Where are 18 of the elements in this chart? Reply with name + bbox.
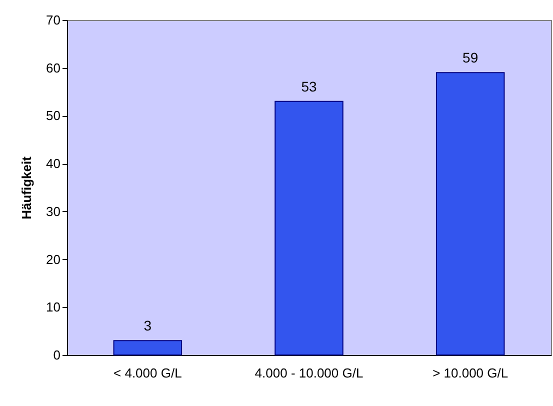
y-tick-label: 0	[53, 348, 60, 362]
data-label: 53	[301, 78, 317, 94]
x-tick-label: < 4.000 G/L	[114, 366, 182, 380]
bar	[436, 72, 505, 356]
bar	[274, 100, 344, 356]
y-tick-label: 10	[46, 300, 60, 315]
y-tick-label: 70	[46, 12, 60, 28]
data-label: 59	[462, 50, 478, 66]
y-tick-label: 30	[46, 204, 60, 219]
y-tick-label: 50	[46, 108, 60, 124]
y-tick-label: 60	[46, 60, 60, 76]
y-tick-label: 40	[46, 156, 60, 172]
bar	[113, 340, 182, 356]
x-tick-label: > 10.000 G/L	[432, 366, 508, 380]
y-tick-label: 20	[46, 252, 60, 267]
data-label: 3	[144, 318, 152, 334]
x-tick-label: 4.000 - 10.000 G/L	[254, 366, 364, 380]
y-axis-title: Häufigkeit	[19, 156, 34, 220]
